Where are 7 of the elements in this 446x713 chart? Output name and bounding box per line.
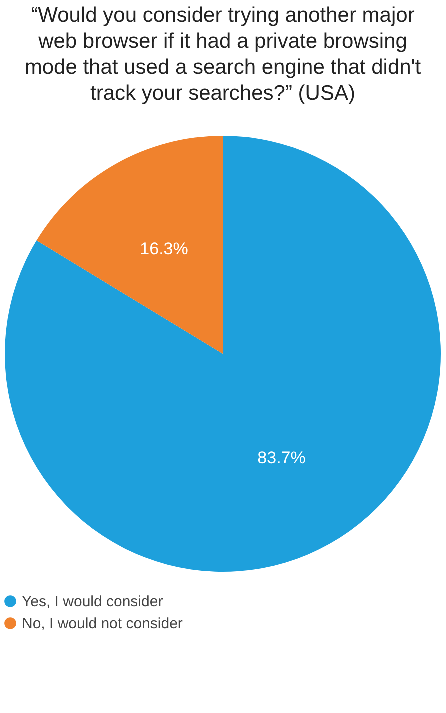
pie-slice [36, 136, 223, 354]
legend-label: No, I would not consider [22, 616, 183, 632]
data-label: 16.3% [140, 239, 188, 258]
legend-label: Yes, I would consider [22, 594, 164, 610]
chart-title: “Would you consider trying another major web browser if it had a private browsing mode that used a search engine that didn't track your searches?” (USA) [24, 4, 422, 105]
data-label: 83.7% [258, 448, 306, 468]
pie-slice [5, 136, 441, 572]
